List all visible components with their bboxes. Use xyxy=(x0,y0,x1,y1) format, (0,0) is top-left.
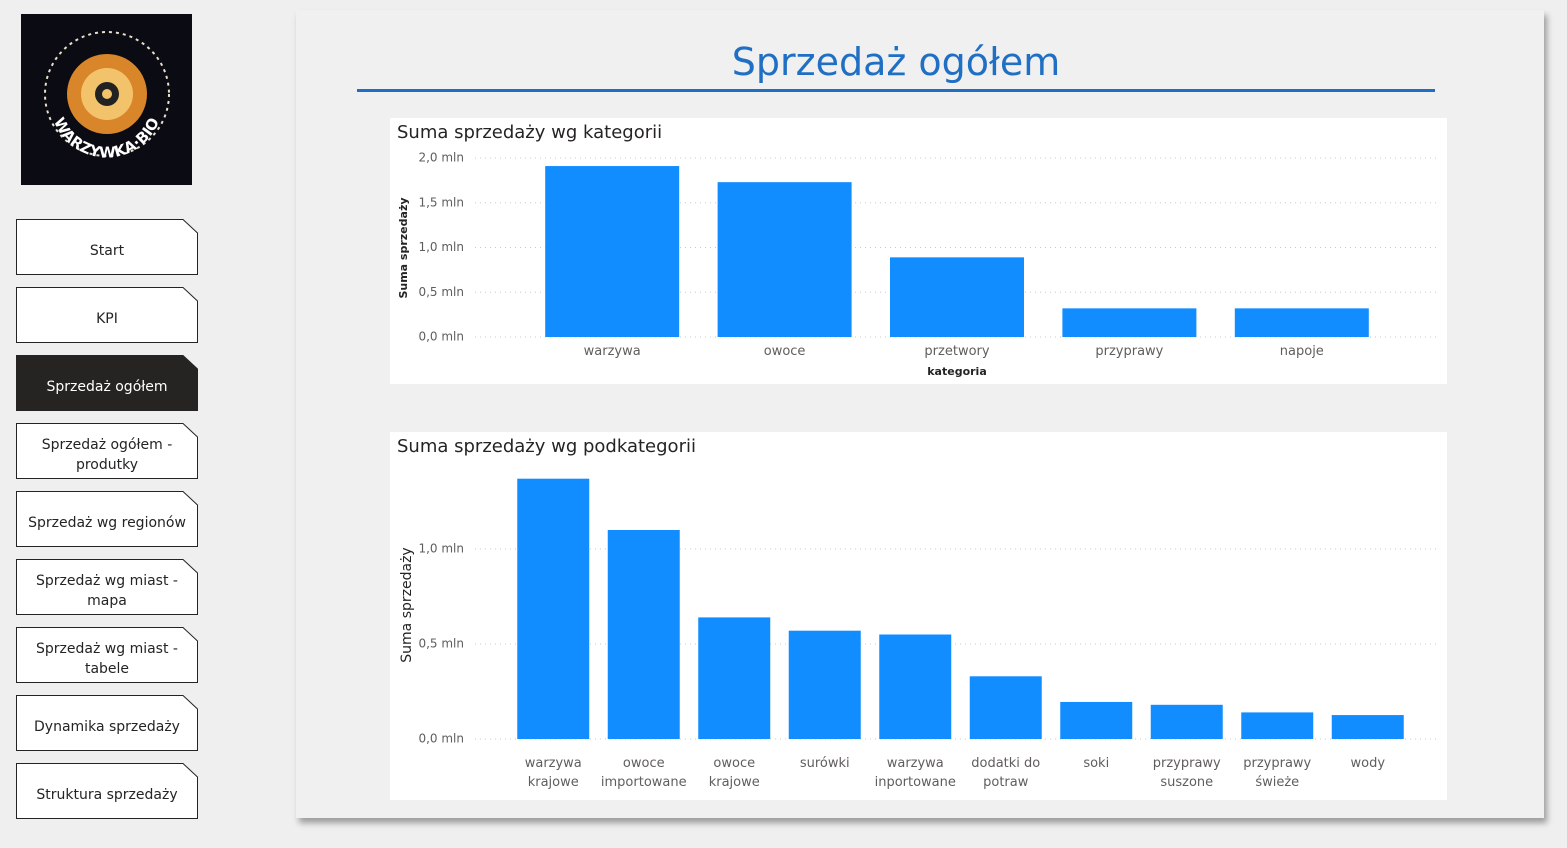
x-tick-label: przyprawy świeże xyxy=(1243,756,1312,790)
bar xyxy=(1331,715,1404,739)
logo-graphic: WARZYWKA·BIO xyxy=(44,31,170,162)
y-axis-title: Suma sprzedaży xyxy=(399,547,415,662)
nav-shape xyxy=(16,559,198,615)
nav-button[interactable]: Sprzedaż wg regionów xyxy=(16,491,198,547)
nav-button[interactable]: Struktura sprzedaży xyxy=(16,763,198,819)
y-tick-label: 1,0 mln xyxy=(418,542,464,556)
bar xyxy=(879,634,952,739)
x-axis-title: kategoria xyxy=(927,365,987,378)
nav-shape xyxy=(16,763,198,819)
title-underline xyxy=(357,89,1435,92)
chart-title: Suma sprzedaży wg kategorii xyxy=(397,122,662,143)
nav-label: Sprzedaż ogółem - produtky xyxy=(41,437,173,473)
y-axis-title: Suma sprzedaży xyxy=(397,197,410,298)
nav-outline xyxy=(16,287,198,343)
nav-shape xyxy=(16,423,198,479)
x-tick-label: przyprawy xyxy=(1095,344,1164,359)
nav-label: Start xyxy=(89,243,125,259)
nav-label: Sprzedaż ogółem xyxy=(46,379,168,395)
x-tick-label: warzywa krajowe xyxy=(524,756,582,790)
nav-button[interactable]: Dynamika sprzedaży xyxy=(16,695,198,751)
x-tick-label: dodatki do potraw xyxy=(971,756,1041,790)
logo: WARZYWKA·BIO xyxy=(21,14,192,185)
y-tick-label: 1,5 mln xyxy=(418,195,464,209)
y-tick-label: 0,0 mln xyxy=(418,330,464,344)
bar xyxy=(969,676,1042,739)
nav-shape xyxy=(16,287,198,343)
x-tick-label: owoce importowane xyxy=(600,756,687,790)
x-tick-label: soki xyxy=(1083,756,1110,771)
nav-outline xyxy=(16,423,198,479)
nav-label: Struktura sprzedaży xyxy=(36,787,178,803)
bar xyxy=(545,166,680,337)
x-tick-label: przyprawy suszone xyxy=(1152,756,1221,790)
nav-shape xyxy=(16,355,198,411)
bar xyxy=(890,257,1024,337)
nav-label: Sprzedaż wg regionów xyxy=(28,515,186,531)
bar xyxy=(1060,701,1133,739)
nav-button[interactable]: Sprzedaż ogółem - produtky xyxy=(16,423,198,479)
nav-outline xyxy=(16,695,198,751)
bar xyxy=(607,530,680,739)
bar xyxy=(1234,308,1369,337)
bar xyxy=(517,478,590,739)
nav-button[interactable]: Sprzedaż wg miast - mapa xyxy=(16,559,198,615)
y-tick-label: 0,5 mln xyxy=(418,637,464,651)
bar xyxy=(698,617,771,739)
nav-outline xyxy=(16,627,198,683)
nav-shape xyxy=(16,219,198,275)
page-title: Sprzedaż ogółem xyxy=(731,40,1061,84)
nav-outline xyxy=(16,763,198,819)
bar xyxy=(1150,704,1223,739)
y-tick-label: 1,0 mln xyxy=(418,240,464,254)
nav-outline xyxy=(16,355,198,411)
nav-outline xyxy=(16,219,198,275)
nav-outline xyxy=(16,559,198,615)
bar xyxy=(1062,308,1197,337)
y-tick-label: 2,0 mln xyxy=(418,151,464,165)
x-tick-label: warzywa xyxy=(583,344,641,359)
x-tick-label: przetwory xyxy=(924,344,990,359)
nav-shape xyxy=(16,695,198,751)
nav-button[interactable]: Sprzedaż ogółem xyxy=(16,355,198,411)
x-tick-label: surówki xyxy=(799,756,850,771)
nav-button[interactable]: Start xyxy=(16,219,198,275)
x-tick-label: napoje xyxy=(1279,344,1324,359)
x-tick-label: warzywa inportowane xyxy=(874,756,956,790)
nav-label: Sprzedaż wg miast - tabele xyxy=(36,641,178,677)
x-tick-label: owoce krajowe xyxy=(708,756,760,790)
bar xyxy=(788,630,861,739)
x-tick-label: wody xyxy=(1350,756,1386,771)
y-tick-label: 0,0 mln xyxy=(418,732,464,746)
nav-label: KPI xyxy=(96,311,118,327)
nav-shape xyxy=(16,491,198,547)
nav-shape xyxy=(16,627,198,683)
chart-title: Suma sprzedaży wg podkategorii xyxy=(397,436,696,457)
nav-label: Sprzedaż wg miast - mapa xyxy=(36,573,178,609)
x-tick-label: owoce xyxy=(763,344,806,359)
nav-button[interactable]: Sprzedaż wg miast - tabele xyxy=(16,627,198,683)
y-tick-label: 0,5 mln xyxy=(418,285,464,299)
bar xyxy=(1241,712,1314,739)
bar xyxy=(717,182,852,337)
nav-outline xyxy=(16,491,198,547)
nav-label: Dynamika sprzedaży xyxy=(34,719,180,735)
nav-button[interactable]: KPI xyxy=(16,287,198,343)
